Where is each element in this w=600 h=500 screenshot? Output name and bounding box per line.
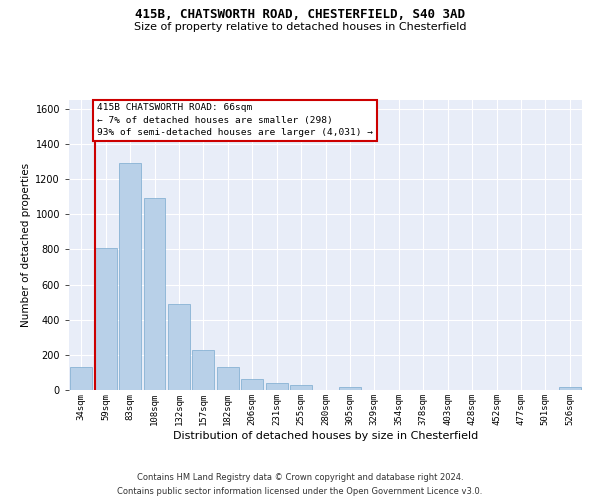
Text: Size of property relative to detached houses in Chesterfield: Size of property relative to detached ho… [134,22,466,32]
Bar [95,248,116,390]
Bar [241,378,263,390]
Bar [70,367,92,390]
Text: Contains HM Land Registry data © Crown copyright and database right 2024.: Contains HM Land Registry data © Crown c… [137,472,463,482]
Bar [290,386,312,390]
Text: 415B CHATSWORTH ROAD: 66sqm
← 7% of detached houses are smaller (298)
93% of sem: 415B CHATSWORTH ROAD: 66sqm ← 7% of deta… [97,104,373,138]
Bar [266,383,287,390]
Bar [119,164,141,390]
Bar [217,367,239,390]
Text: Contains public sector information licensed under the Open Government Licence v3: Contains public sector information licen… [118,488,482,496]
Bar [559,387,581,390]
Bar [339,387,361,390]
Bar [193,350,214,390]
X-axis label: Distribution of detached houses by size in Chesterfield: Distribution of detached houses by size … [173,430,478,440]
Text: 415B, CHATSWORTH ROAD, CHESTERFIELD, S40 3AD: 415B, CHATSWORTH ROAD, CHESTERFIELD, S40… [135,8,465,20]
Bar [168,304,190,390]
Bar [143,198,166,390]
Y-axis label: Number of detached properties: Number of detached properties [21,163,31,327]
